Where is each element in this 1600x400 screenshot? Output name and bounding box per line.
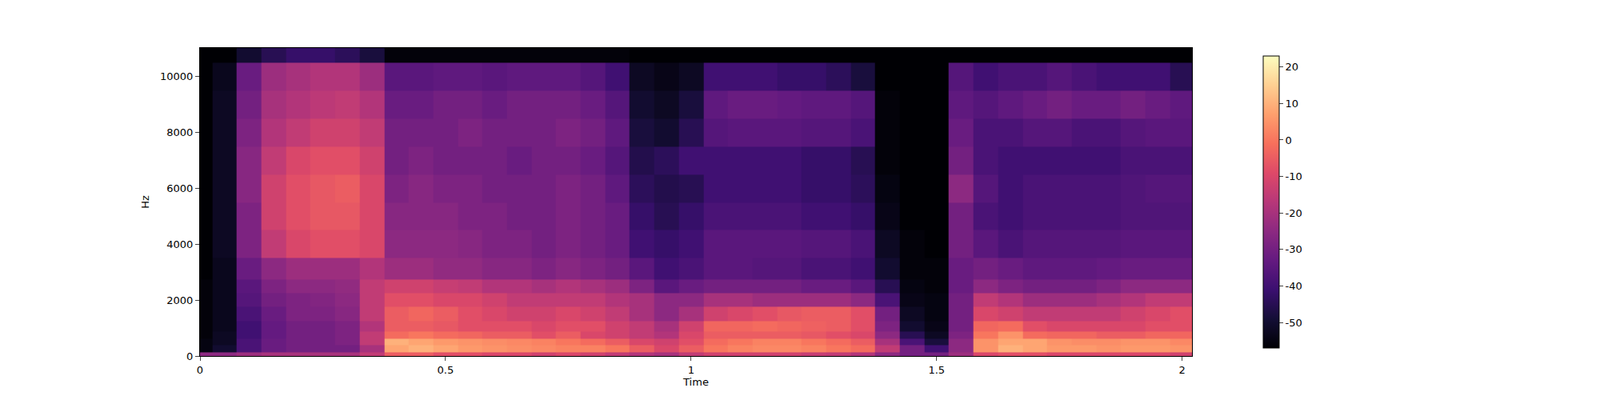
svg-text:4000: 4000 [166, 238, 193, 251]
svg-text:1: 1 [688, 364, 695, 376]
svg-text:10000: 10000 [160, 70, 193, 83]
svg-text:0: 0 [186, 350, 193, 363]
svg-text:2000: 2000 [166, 294, 193, 307]
svg-text:0: 0 [196, 364, 204, 376]
svg-text:-10: -10 [1285, 170, 1303, 183]
svg-text:-30: -30 [1285, 243, 1303, 256]
svg-text:1.5: 1.5 [928, 364, 945, 376]
svg-text:20: 20 [1285, 60, 1300, 73]
svg-text:2: 2 [1179, 364, 1186, 376]
svg-text:6000: 6000 [166, 182, 193, 195]
svg-text:8000: 8000 [166, 126, 193, 139]
svg-text:10: 10 [1285, 97, 1300, 110]
svg-text:Time: Time [682, 376, 709, 388]
svg-text:0.5: 0.5 [437, 364, 455, 376]
svg-text:-40: -40 [1285, 280, 1303, 292]
svg-text:-20: -20 [1285, 207, 1303, 220]
svg-text:Hz: Hz [139, 195, 152, 209]
svg-text:-50: -50 [1285, 316, 1303, 329]
svg-text:0: 0 [1285, 133, 1292, 146]
